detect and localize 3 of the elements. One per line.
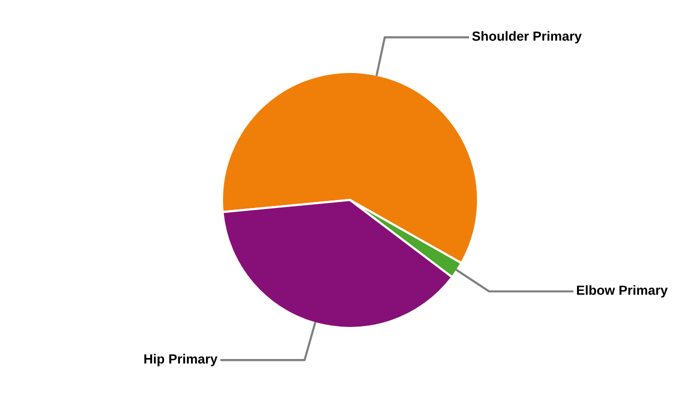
slice-label: Shoulder Primary — [472, 31, 582, 44]
slice-label: Hip Primary — [144, 354, 218, 366]
slice-label: Elbow Primary — [577, 285, 668, 298]
